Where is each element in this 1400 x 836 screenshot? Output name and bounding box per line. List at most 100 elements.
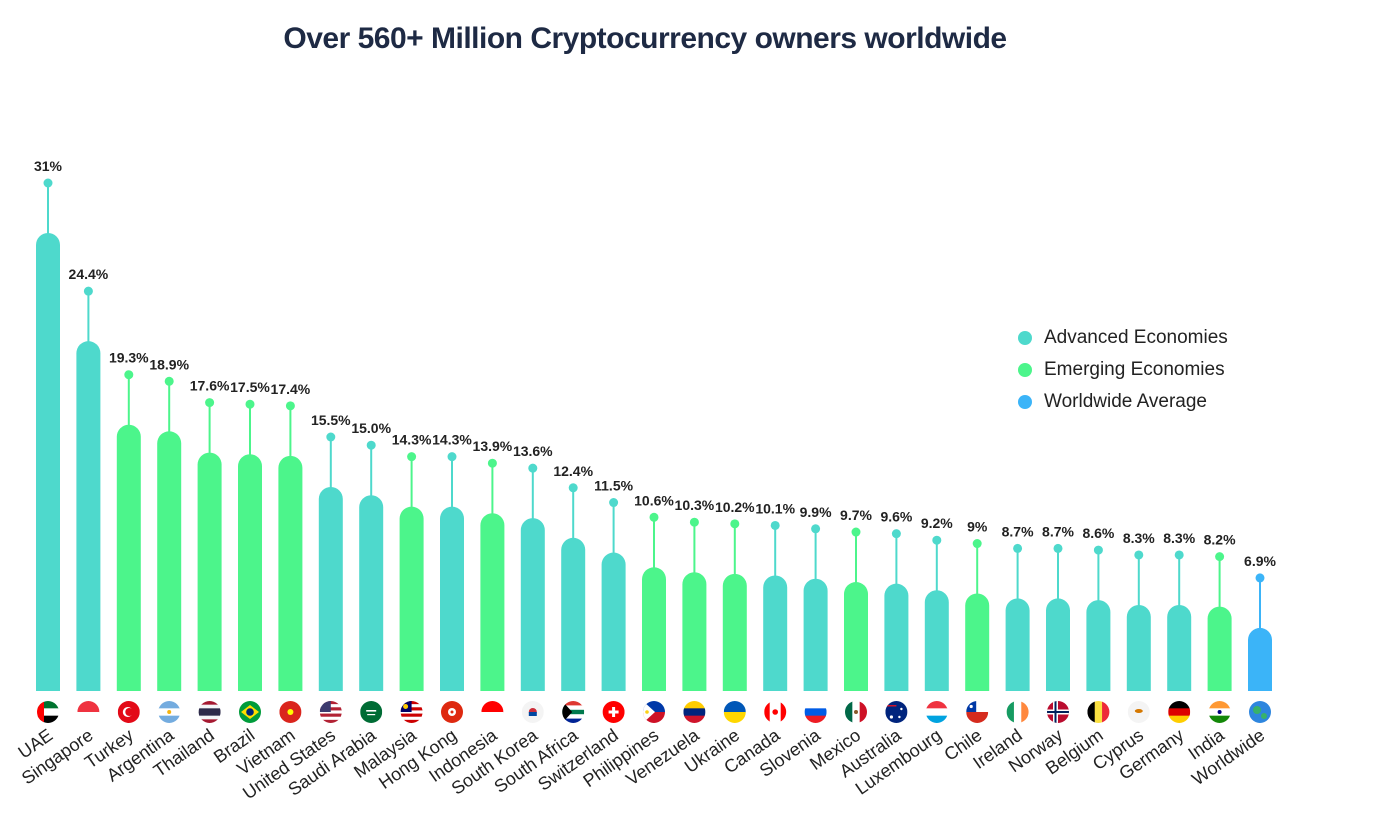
belgium-flag-icon — [1087, 701, 1110, 723]
dot-slovenia — [811, 524, 821, 534]
dot-australia — [891, 529, 901, 539]
dot-switzerland — [609, 498, 619, 508]
saudi-arabia-flag-icon — [360, 701, 383, 723]
turkey-flag-icon — [117, 701, 140, 723]
value-label-switzerland: 11.5% — [594, 478, 633, 494]
south-africa-flag-icon — [562, 701, 585, 723]
bar-indonesia — [480, 513, 505, 691]
value-label-venezuela: 10.3% — [675, 497, 715, 513]
chart-title: Over 560+ Million Cryptocurrency owners … — [283, 22, 1007, 55]
dot-germany — [1174, 550, 1184, 560]
dot-india — [1215, 552, 1225, 562]
dot-united-states — [326, 432, 336, 442]
bar-brazil — [238, 454, 262, 691]
dot-south-korea — [528, 463, 538, 473]
brazil-flag-icon — [239, 701, 261, 723]
bar-philippines — [642, 567, 666, 691]
dot-venezuela — [689, 517, 699, 527]
legend-item-worldwide: Worldwide Average — [1018, 386, 1228, 418]
bar-slovenia — [803, 578, 828, 691]
dot-cyprus — [1134, 550, 1144, 560]
thailand-flag-icon — [198, 701, 221, 723]
value-label-brazil: 17.5% — [230, 379, 270, 395]
bar-thailand — [197, 452, 222, 691]
value-label-philippines: 10.6% — [634, 492, 674, 508]
dot-uae — [43, 178, 53, 188]
bar-malaysia — [399, 506, 424, 691]
cyprus-flag-icon — [1127, 701, 1150, 723]
dot-thailand — [205, 398, 215, 408]
bar-vietnam — [278, 455, 303, 691]
value-label-argentina: 18.9% — [149, 356, 189, 372]
philippines-flag-icon — [643, 701, 665, 723]
bar-india — [1207, 606, 1232, 691]
legend-label-emerging: Emerging Economies — [1044, 359, 1225, 380]
dot-malaysia — [407, 452, 417, 462]
bar-ireland — [1005, 598, 1030, 691]
dot-ukraine — [730, 519, 740, 529]
bar-norway — [1046, 598, 1070, 691]
value-label-chile: 9% — [967, 519, 988, 535]
australia-flag-icon — [885, 701, 908, 723]
bar-worldwide — [1248, 627, 1272, 691]
dot-mexico — [851, 527, 861, 537]
bar-hong-kong — [440, 506, 464, 691]
legend: Advanced Economies Emerging Economies Wo… — [1018, 322, 1228, 418]
value-label-singapore: 24.4% — [69, 266, 109, 282]
dot-singapore — [83, 286, 93, 296]
dot-vietnam — [285, 401, 295, 411]
dot-saudi-arabia — [366, 440, 376, 450]
ireland-flag-icon — [1006, 701, 1029, 723]
legend-swatch-advanced — [1018, 331, 1032, 345]
value-label-belgium: 8.6% — [1082, 525, 1114, 541]
value-label-malaysia: 14.3% — [392, 432, 432, 448]
south-korea-flag-icon — [521, 701, 544, 723]
value-label-hong-kong: 14.3% — [432, 432, 472, 448]
india-flag-icon — [1208, 701, 1231, 723]
bar-saudi-arabia — [359, 495, 384, 691]
bar-chile — [965, 593, 990, 691]
value-label-india: 8.2% — [1204, 532, 1236, 548]
legend-swatch-worldwide — [1018, 395, 1032, 409]
value-label-germany: 8.3% — [1163, 530, 1195, 546]
bar-venezuela — [682, 572, 707, 691]
value-label-south-africa: 12.4% — [553, 463, 593, 479]
value-label-ukraine: 10.2% — [715, 499, 755, 515]
vietnam-flag-icon — [279, 701, 302, 723]
dot-argentina — [164, 376, 174, 386]
bar-uae — [36, 233, 60, 691]
dot-turkey — [124, 370, 134, 380]
bar-germany — [1167, 604, 1192, 691]
bar-australia — [884, 583, 909, 691]
dot-south-africa — [568, 483, 578, 493]
dot-canada — [770, 520, 780, 530]
value-label-slovenia: 9.9% — [800, 504, 832, 520]
value-label-australia: 9.6% — [880, 509, 912, 525]
dot-worldwide — [1255, 573, 1265, 583]
norway-flag-icon — [1047, 701, 1069, 723]
bar-south-africa — [561, 537, 586, 691]
value-label-turkey: 19.3% — [109, 350, 149, 366]
legend-item-emerging: Emerging Economies — [1018, 354, 1228, 386]
argentina-flag-icon — [158, 701, 181, 723]
value-label-canada: 10.1% — [755, 500, 795, 516]
dot-ireland — [1013, 543, 1023, 553]
value-label-united-states: 15.5% — [311, 412, 351, 428]
bar-argentina — [157, 431, 182, 691]
value-label-thailand: 17.6% — [190, 378, 230, 394]
bar-switzerland — [601, 552, 626, 691]
mexico-flag-icon — [845, 701, 867, 723]
chile-flag-icon — [966, 701, 989, 723]
switzerland-flag-icon — [602, 701, 625, 723]
germany-flag-icon — [1168, 701, 1191, 723]
legend-item-advanced: Advanced Economies — [1018, 322, 1228, 354]
bar-turkey — [116, 424, 141, 691]
value-label-luxembourg: 9.2% — [921, 515, 953, 531]
bar-united-states — [318, 487, 343, 691]
dot-luxembourg — [932, 535, 942, 545]
bar-belgium — [1086, 600, 1111, 691]
bar-singapore — [76, 341, 101, 691]
legend-swatch-emerging — [1018, 363, 1032, 377]
value-label-mexico: 9.7% — [840, 507, 872, 523]
